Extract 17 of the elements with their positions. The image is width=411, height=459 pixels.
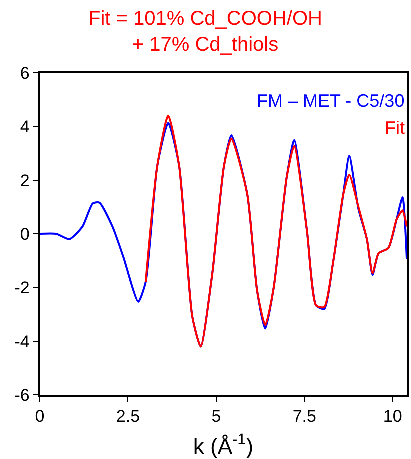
y-tick-label: -6 (14, 386, 30, 405)
y-tick-label: 2 (20, 171, 30, 190)
y-tick-label: 4 (20, 118, 30, 137)
chart-title: Fit = 101% Cd_COOH/OH + 17% Cd_thiols (88, 8, 322, 56)
y-tick-label: 0 (20, 224, 30, 244)
series-label: FM – MET - C5/30 (257, 91, 405, 111)
x-tick-label: 0 (35, 407, 45, 426)
x-tick-label: 7.5 (292, 407, 316, 426)
y-tick-label: -4 (14, 332, 30, 352)
text: Fit (385, 118, 405, 138)
x-tick-label: 5 (212, 407, 222, 426)
line-series (144, 114, 407, 348)
y-tick-label: -2 (14, 278, 30, 298)
y-tick-label: 6 (20, 64, 30, 83)
x-tick-label: 2.5 (116, 407, 140, 426)
x-axis-title: k (Å$^{-1}$) (193, 432, 254, 459)
x-tick-label: 10 (383, 407, 402, 426)
